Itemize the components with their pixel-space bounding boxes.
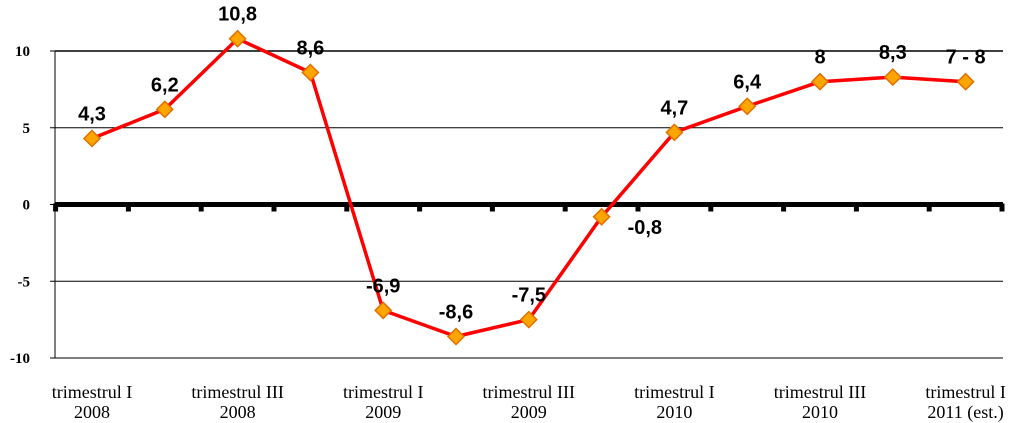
x-tick-mark — [53, 203, 59, 212]
data-point-marker — [810, 72, 830, 91]
x-tick-mark — [853, 203, 859, 212]
data-point-marker — [883, 68, 902, 87]
x-tick-label: trimestrul I — [634, 382, 714, 402]
x-tick-label: trimestrul III — [483, 382, 575, 402]
y-tick-label: -5 — [18, 274, 31, 290]
data-label: 4,7 — [660, 97, 688, 119]
y-tick-label: 5 — [23, 121, 31, 137]
x-tick-label: 2009 — [511, 402, 547, 422]
x-tick-mark — [999, 203, 1005, 212]
y-tick-label: 10 — [15, 44, 30, 60]
data-point-marker — [82, 129, 102, 148]
data-point-marker — [446, 327, 466, 346]
data-label: 8 — [814, 47, 825, 69]
x-tick-mark — [926, 203, 932, 212]
y-tick-label: 0 — [23, 198, 31, 214]
x-tick-label: trimestrul I — [343, 382, 423, 402]
data-label: 4,3 — [78, 103, 106, 125]
data-label: -7,5 — [512, 285, 546, 307]
data-point-marker — [228, 29, 247, 48]
x-tick-label: 2011 (est.) — [927, 402, 1003, 423]
data-point-marker — [738, 97, 757, 116]
x-tick-mark — [125, 203, 131, 212]
x-tick-label: trimestrul I — [925, 382, 1005, 402]
x-tick-label: 2008 — [220, 402, 256, 422]
x-tick-label: trimestrul III — [774, 382, 866, 402]
x-tick-mark — [198, 203, 204, 212]
x-tick-label: trimestrul I — [52, 382, 132, 402]
data-label: 6,2 — [151, 74, 179, 96]
x-tick-mark — [635, 203, 641, 212]
data-point-marker — [956, 72, 975, 91]
x-tick-mark — [781, 203, 787, 212]
data-label: 8,6 — [296, 37, 324, 59]
x-tick-label: trimestrul III — [191, 382, 283, 402]
x-tick-mark — [271, 203, 277, 212]
data-label: 10,8 — [218, 4, 257, 26]
data-label: -0,8 — [628, 217, 662, 239]
x-tick-mark — [708, 203, 714, 212]
data-label: 6,4 — [733, 71, 762, 93]
x-tick-label: 2008 — [74, 402, 110, 422]
data-point-marker — [665, 123, 684, 142]
data-label: 7 - 8 — [946, 47, 986, 69]
data-point-marker — [155, 100, 174, 119]
x-tick-mark — [417, 203, 423, 212]
data-point-marker — [374, 301, 393, 320]
x-tick-label: 2009 — [365, 402, 401, 422]
x-tick-label: 2010 — [802, 402, 838, 422]
data-point-marker — [301, 63, 320, 82]
y-tick-label: -10 — [10, 351, 30, 367]
x-tick-label: 2010 — [656, 402, 692, 422]
data-point-marker — [592, 207, 611, 226]
data-label: 8,3 — [879, 42, 907, 64]
x-tick-mark — [344, 203, 350, 212]
data-label: -6,9 — [366, 275, 400, 297]
data-label: -8,6 — [439, 302, 473, 324]
x-tick-mark — [562, 203, 568, 212]
data-point-marker — [519, 310, 538, 329]
x-tick-mark — [489, 203, 495, 212]
